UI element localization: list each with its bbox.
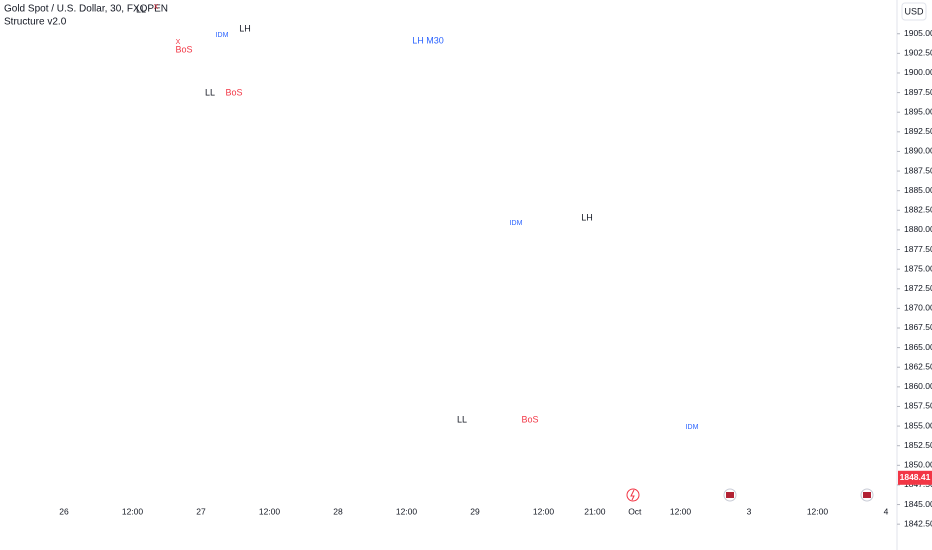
annotation: IDM (686, 424, 699, 431)
x-tick-label: 21:00 (584, 506, 606, 516)
annotation: LH (239, 23, 251, 33)
y-tick-label: 1852.50 (904, 440, 932, 450)
currency-box[interactable] (901, 2, 927, 21)
chart-title: Gold Spot / U.S. Dollar, 30, FXOPEN (4, 4, 168, 15)
y-tick-label: 1890.00 (904, 146, 932, 156)
event-icons (626, 488, 874, 502)
annotation: X (176, 39, 181, 46)
y-tick-label: 1900.00 (904, 67, 932, 77)
annotation: IDM (216, 32, 229, 39)
y-tick-label: 1877.50 (904, 244, 932, 254)
x-tick-label: 12:00 (533, 506, 555, 516)
x-tick-label: 12:00 (670, 506, 692, 516)
y-tick-label: 1895.00 (904, 106, 932, 116)
x-tick-label: 26 (59, 506, 69, 516)
flag (726, 492, 734, 498)
event-icon[interactable] (626, 488, 640, 502)
price-axis (897, 0, 932, 550)
y-tick-label: 1850.00 (904, 460, 932, 470)
annotation: BoS (225, 87, 242, 97)
y-tick-label: 1860.00 (904, 381, 932, 391)
indicator-name: Structure v2.0 (4, 17, 67, 28)
y-tick-label: 1865.00 (904, 342, 932, 352)
annotation: LL (205, 87, 215, 97)
y-tick-label: 1875.00 (904, 263, 932, 273)
annotation: IDM (510, 220, 523, 227)
y-tick-label: 1905.00 (904, 28, 932, 38)
y-tick-label: 1902.50 (904, 48, 932, 58)
annotation: LL (457, 414, 467, 424)
y-tick-label: 1862.50 (904, 361, 932, 371)
annotation: LH M30 (412, 35, 444, 45)
x-tick-label: 4 (884, 506, 889, 516)
event-glyph (630, 489, 635, 501)
annotation: LH (581, 212, 593, 222)
x-tick-label: 29 (470, 506, 480, 516)
last-price-tag (898, 470, 932, 485)
flag (863, 492, 871, 498)
y-tick-label: 1892.50 (904, 126, 932, 136)
annotation: X (154, 4, 159, 11)
x-tick-label: 12:00 (807, 506, 829, 516)
y-tick-label: 1867.50 (904, 322, 932, 332)
y-tick-label: 1885.00 (904, 185, 932, 195)
y-tick-label: 1857.50 (904, 401, 932, 411)
annotation: BoS (521, 414, 538, 424)
y-tick-label: 1880.00 (904, 224, 932, 234)
y-tick-label: 1842.50 (904, 518, 932, 528)
last-price-label: 1848.41 (900, 472, 931, 482)
y-tick-label: 1872.50 (904, 283, 932, 293)
currency: USD (904, 6, 924, 16)
x-tick-label: 12:00 (122, 506, 144, 516)
x-tick-label: 27 (196, 506, 206, 516)
y-tick-label: 1882.50 (904, 205, 932, 215)
x-tick-label: Oct (628, 506, 642, 516)
annotation: BoS (175, 44, 192, 54)
x-tick-label: 3 (747, 506, 752, 516)
y-tick-label: 1845.00 (904, 499, 932, 509)
x-tick-label: 12:00 (396, 506, 418, 516)
annotation: LL (136, 4, 146, 14)
y-tick-label: 1887.50 (904, 165, 932, 175)
y-tick-label: 1855.00 (904, 420, 932, 430)
x-tick-label: 28 (333, 506, 343, 516)
y-tick-label: 1870.00 (904, 303, 932, 313)
x-tick-label: 12:00 (259, 506, 281, 516)
y-tick-label: 1897.50 (904, 87, 932, 97)
